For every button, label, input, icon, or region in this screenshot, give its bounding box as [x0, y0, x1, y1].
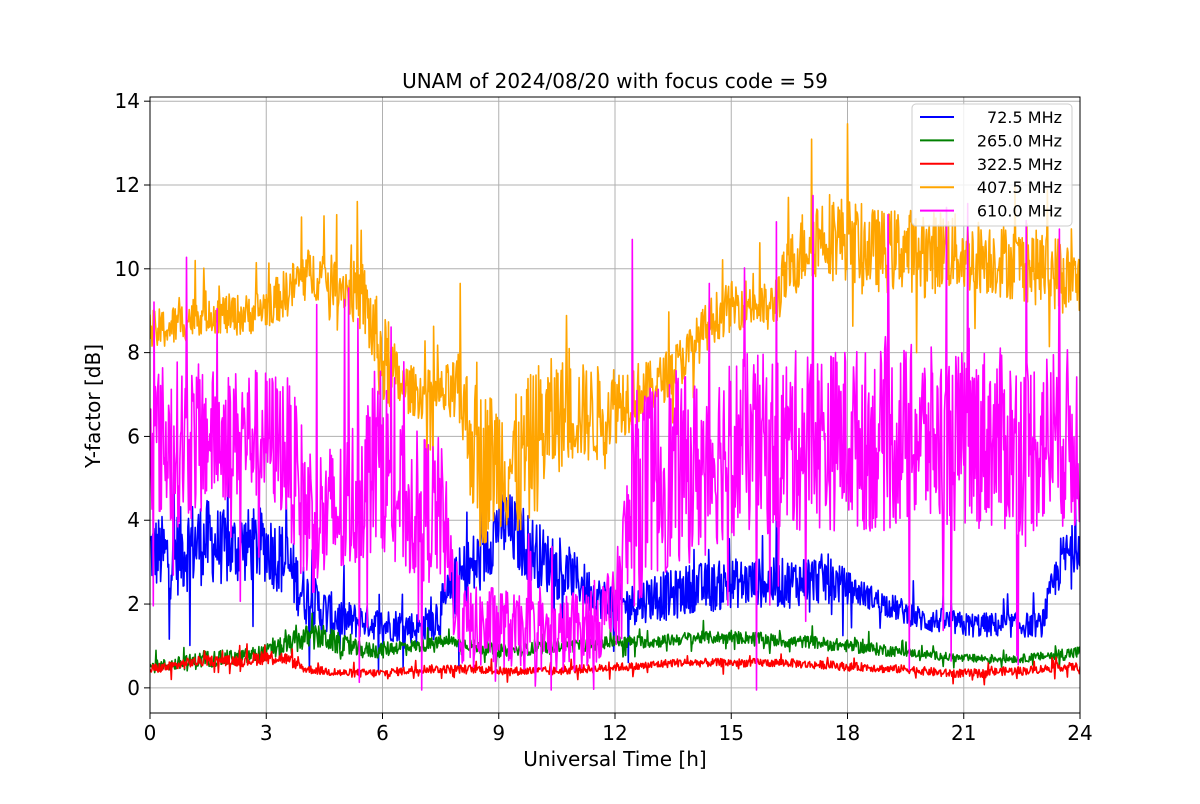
chart-title: UNAM of 2024/08/20 with focus code = 59	[402, 69, 828, 93]
legend-label: 610.0 MHz	[977, 202, 1062, 221]
x-tick-label: 6	[376, 721, 389, 745]
series-line-3	[150, 123, 1080, 547]
legend-label: 265.0 MHz	[977, 131, 1062, 150]
legend: 72.5 MHz 265.0 MHz 322.5 MHz 407.5 MHz 610.0…	[911, 103, 1073, 227]
x-axis-label: Universal Time [h]	[523, 747, 706, 771]
legend-label: 72.5 MHz	[987, 108, 1062, 127]
y-tick-label: 4	[127, 508, 140, 532]
x-tick-label: 9	[492, 721, 505, 745]
legend-label: 322.5 MHz	[977, 155, 1062, 174]
y-tick-label: 14	[115, 89, 140, 113]
x-tick-label: 21	[951, 721, 976, 745]
x-tick-label: 24	[1067, 721, 1092, 745]
series-line-4	[150, 194, 1080, 691]
y-tick-label: 8	[127, 341, 140, 365]
x-axis-ticks: 0 3 6 9 12 15 18 21 24	[144, 713, 1093, 745]
y-tick-label: 6	[127, 424, 140, 448]
x-tick-label: 15	[719, 721, 744, 745]
series-layer	[150, 123, 1080, 691]
y-tick-label: 2	[127, 592, 140, 616]
legend-box	[911, 103, 1073, 227]
y-axis-label: Y-factor [dB]	[81, 344, 105, 469]
series-line-2	[150, 643, 1080, 686]
y-tick-label: 12	[115, 173, 140, 197]
x-tick-label: 0	[144, 721, 157, 745]
y-tick-label: 10	[115, 257, 140, 281]
x-tick-label: 12	[602, 721, 627, 745]
y-tick-label: 0	[127, 676, 140, 700]
legend-label: 407.5 MHz	[977, 178, 1062, 197]
x-tick-label: 18	[835, 721, 860, 745]
series-line-1	[150, 612, 1080, 674]
y-axis-ticks: 0 2 4 6 8 10 12 14	[115, 89, 150, 700]
x-tick-label: 3	[260, 721, 273, 745]
